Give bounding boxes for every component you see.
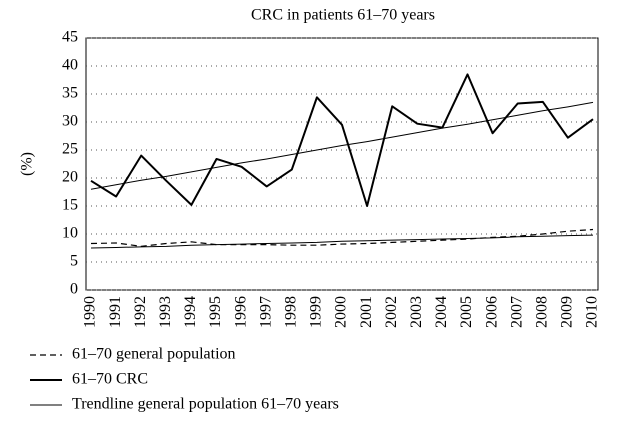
y-tick-label: 30 bbox=[62, 113, 78, 130]
y-axis-label: (%) bbox=[19, 152, 36, 176]
y-tick-label: 20 bbox=[62, 169, 78, 186]
plot-frame bbox=[85, 37, 599, 291]
x-tick-label: 2005 bbox=[458, 296, 475, 328]
series-line bbox=[90, 228, 594, 247]
chart-title: CRC in patients 61–70 years bbox=[251, 7, 435, 24]
x-tick-label: 1998 bbox=[282, 296, 299, 328]
x-tick-label: 2007 bbox=[508, 296, 525, 328]
x-tick-label: 2001 bbox=[358, 296, 375, 328]
y-tick-label: 10 bbox=[62, 225, 78, 242]
x-tick-label: 2008 bbox=[533, 296, 550, 328]
series-line bbox=[90, 101, 594, 190]
y-tick-label: 15 bbox=[62, 197, 78, 214]
x-tick-label: 2004 bbox=[433, 296, 450, 328]
legend-label: Trendline general population 61–70 years bbox=[72, 396, 339, 413]
x-tick-label: 1997 bbox=[257, 296, 274, 328]
y-tick-label: 40 bbox=[62, 57, 78, 74]
x-tick-label: 1992 bbox=[132, 296, 149, 328]
y-tick-label: 5 bbox=[70, 253, 78, 270]
x-tick-label: 2006 bbox=[483, 296, 500, 328]
series-line bbox=[90, 234, 594, 249]
x-tick-label: 2000 bbox=[333, 296, 350, 328]
y-tick-label: 35 bbox=[62, 85, 78, 102]
x-tick-label: 2009 bbox=[559, 296, 576, 328]
x-tick-label: 2003 bbox=[408, 296, 425, 328]
y-tick-label: 0 bbox=[70, 281, 78, 298]
x-tick-label: 1990 bbox=[82, 296, 99, 328]
x-tick-label: 1993 bbox=[157, 296, 174, 328]
series-line bbox=[90, 73, 594, 207]
y-tick-label: 45 bbox=[62, 29, 78, 46]
x-tick-label: 1991 bbox=[107, 296, 124, 328]
x-tick-label: 2010 bbox=[584, 296, 601, 328]
legend-label: 61–70 CRC bbox=[72, 371, 148, 388]
x-tick-label: 1999 bbox=[308, 296, 325, 328]
x-tick-label: 2002 bbox=[383, 296, 400, 328]
x-tick-label: 1996 bbox=[232, 296, 249, 328]
x-tick-label: 1994 bbox=[182, 296, 199, 328]
x-tick-label: 1995 bbox=[207, 296, 224, 328]
legend-label: 61–70 general population bbox=[72, 346, 236, 363]
y-tick-label: 25 bbox=[62, 141, 78, 158]
